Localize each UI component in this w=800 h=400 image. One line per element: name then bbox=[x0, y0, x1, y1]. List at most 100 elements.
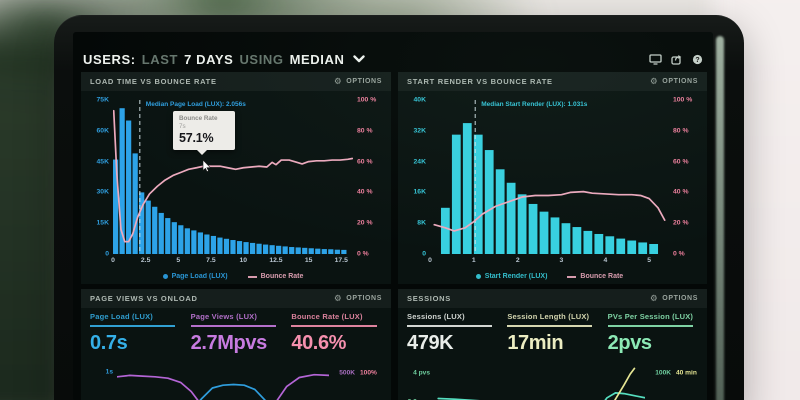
plot-area[interactable] bbox=[434, 367, 645, 400]
tooltip-value: 57.1% bbox=[179, 130, 214, 145]
metric-value: 479K bbox=[407, 332, 454, 354]
page-title: USERS: LAST 7 DAYS USING MEDIAN bbox=[83, 52, 365, 67]
axis-tick: 80 % bbox=[673, 127, 689, 135]
page-views-trend-chart: 1s0.8s0.6s 500K 100% 400K 80% bbox=[100, 367, 377, 400]
axis-tick: 17.5 bbox=[334, 257, 348, 264]
axis-tick: 3.2 pvs bbox=[408, 399, 430, 400]
axis-tick: 45K bbox=[96, 158, 109, 166]
y-axis-left: 1s0.8s0.6s bbox=[85, 367, 113, 400]
metrics-row: Page Load (LUX) 0.7s Page Views (LUX) 2.… bbox=[90, 312, 382, 355]
axis-tick: 60 % bbox=[673, 158, 689, 166]
panel-title: SESSIONS bbox=[407, 294, 451, 303]
axis-tick: 0 bbox=[422, 250, 426, 258]
title-using: USING bbox=[239, 51, 284, 67]
gear-icon: ⚙ bbox=[334, 293, 343, 304]
panel-page-views: PAGE VIEWS VS ONLOAD ⚙ OPTIONS Page Load… bbox=[81, 289, 391, 400]
legend: Page Load (LUX) Bounce Rate bbox=[113, 273, 353, 280]
panel-title: START RENDER VS BOUNCE RATE bbox=[407, 77, 553, 86]
axis-tick: 3 bbox=[559, 257, 564, 264]
metrics-row: Sessions (LUX) 479K Session Length (LUX)… bbox=[407, 312, 698, 355]
plot-area[interactable] bbox=[113, 100, 353, 254]
metric-underline bbox=[507, 325, 593, 327]
metric-label: Page Load (LUX) bbox=[90, 312, 154, 321]
x-axis: 0 2.5 5 7.5 10 12.5 15 17.5 bbox=[111, 257, 353, 267]
axis-tick: 100 % bbox=[357, 96, 377, 104]
axis-tick: 100 % bbox=[673, 96, 693, 104]
metric-label: PVs Per Session (LUX) bbox=[607, 312, 694, 321]
title-7days: 7 DAYS bbox=[184, 51, 234, 67]
axis-tick: 40K bbox=[413, 96, 426, 104]
tooltip-sub: 7s bbox=[179, 122, 186, 130]
y-axis-left: 40K 32K 24K 16K 8K 0 bbox=[398, 96, 426, 258]
axis-tick: 20 % bbox=[357, 219, 373, 227]
plot-area[interactable] bbox=[430, 100, 669, 254]
options-button[interactable]: ⚙ OPTIONS bbox=[650, 76, 698, 87]
axis-tick: 15K bbox=[96, 219, 109, 227]
metric-underline bbox=[90, 325, 176, 327]
axis-tick: 75K bbox=[96, 96, 109, 104]
axis-tick: 10 bbox=[239, 257, 248, 264]
panel-title: PAGE VIEWS VS ONLOAD bbox=[90, 294, 198, 303]
legend-item-start-render[interactable]: Start Render (LUX) bbox=[475, 273, 547, 280]
series-line-icon bbox=[247, 275, 257, 278]
display-icon[interactable] bbox=[649, 53, 662, 65]
axis-tick-pair: 500K 100% bbox=[339, 369, 377, 377]
metric-pvs-per-session: PVs Per Session (LUX) 2pvs bbox=[607, 312, 698, 355]
axis-tick: 40 % bbox=[673, 188, 689, 196]
metric-label: Page Views (LUX) bbox=[190, 312, 258, 321]
legend: Start Render (LUX) Bounce Rate bbox=[430, 273, 669, 280]
metric-underline bbox=[291, 325, 377, 327]
axis-tick: 30K bbox=[96, 188, 109, 196]
metric-value: 17min bbox=[507, 332, 564, 354]
legend-item-page-load[interactable]: Page Load (LUX) bbox=[162, 273, 228, 280]
plot-area[interactable] bbox=[117, 367, 329, 400]
panel-page-views-header: PAGE VIEWS VS ONLOAD ⚙ OPTIONS bbox=[81, 289, 391, 308]
panel-title: LOAD TIME VS BOUNCE RATE bbox=[90, 77, 217, 86]
axis-tick: 8K bbox=[417, 219, 426, 227]
axis-tick: 2 bbox=[515, 257, 520, 264]
axis-tick: 7.5 bbox=[206, 257, 216, 264]
axis-tick: 5 bbox=[176, 257, 181, 264]
y-axis-right: 100K 40 min 80K 32 min bbox=[649, 367, 703, 400]
options-button[interactable]: ⚙ OPTIONS bbox=[334, 76, 382, 87]
series-dot-icon bbox=[475, 274, 481, 279]
axis-tick: 2.5 bbox=[140, 257, 151, 264]
tooltip: Bounce Rate 7s 57.1% bbox=[173, 110, 235, 155]
metric-session-length: Session Length (LUX) 17min bbox=[507, 312, 597, 355]
screen-edge-reflection bbox=[716, 36, 724, 400]
axis-tick: 60 % bbox=[357, 158, 373, 166]
x-axis: 0 1 2 3 4 5 bbox=[428, 257, 669, 267]
cursor-icon bbox=[202, 158, 211, 177]
median-annotation: Median Page Load (LUX): 2.056s bbox=[145, 101, 246, 108]
help-icon[interactable]: ? bbox=[692, 54, 703, 65]
axis-tick: 0 bbox=[105, 250, 109, 258]
share-icon[interactable] bbox=[671, 54, 683, 65]
axis-tick: 12.5 bbox=[269, 257, 283, 264]
axis-tick: 24K bbox=[413, 158, 426, 166]
line-chart-svg bbox=[117, 367, 329, 400]
svg-text:?: ? bbox=[695, 56, 699, 63]
dashboard-header: USERS: LAST 7 DAYS USING MEDIAN bbox=[83, 46, 703, 72]
panel-sessions-header: SESSIONS ⚙ OPTIONS bbox=[398, 289, 707, 308]
title-last: LAST bbox=[141, 51, 179, 67]
axis-tick: 1 bbox=[471, 257, 476, 264]
tooltip-title: Bounce Rate bbox=[179, 114, 218, 122]
start-render-chart: 40K 32K 24K 16K 8K 0 100 % 80 % 60 % 40 % 20 % 0 %… bbox=[414, 97, 693, 281]
legend-item-bounce-rate[interactable]: Bounce Rate bbox=[247, 273, 303, 280]
metric-value: 2.7Mpvs bbox=[190, 332, 268, 354]
metric-page-load: Page Load (LUX) 0.7s bbox=[90, 312, 181, 355]
axis-tick: 40 % bbox=[357, 188, 373, 196]
series-dot-icon bbox=[162, 274, 168, 279]
axis-tick: 80 % bbox=[357, 127, 373, 135]
y-axis-right: 500K 100% 400K 80% bbox=[333, 367, 387, 400]
metric-label: Bounce Rate (LUX) bbox=[291, 312, 363, 321]
panel-load-time: LOAD TIME VS BOUNCE RATE ⚙ OPTIONS 75K 60… bbox=[81, 72, 391, 284]
options-button[interactable]: ⚙ OPTIONS bbox=[650, 293, 698, 304]
options-button[interactable]: ⚙ OPTIONS bbox=[334, 293, 382, 304]
axis-tick: 5 bbox=[647, 257, 652, 264]
chevron-down-icon[interactable] bbox=[352, 55, 365, 63]
histogram-svg bbox=[430, 100, 669, 254]
legend-item-bounce-rate[interactable]: Bounce Rate bbox=[567, 273, 623, 280]
axis-tick: 0 bbox=[428, 257, 432, 264]
histogram-svg bbox=[113, 100, 353, 254]
